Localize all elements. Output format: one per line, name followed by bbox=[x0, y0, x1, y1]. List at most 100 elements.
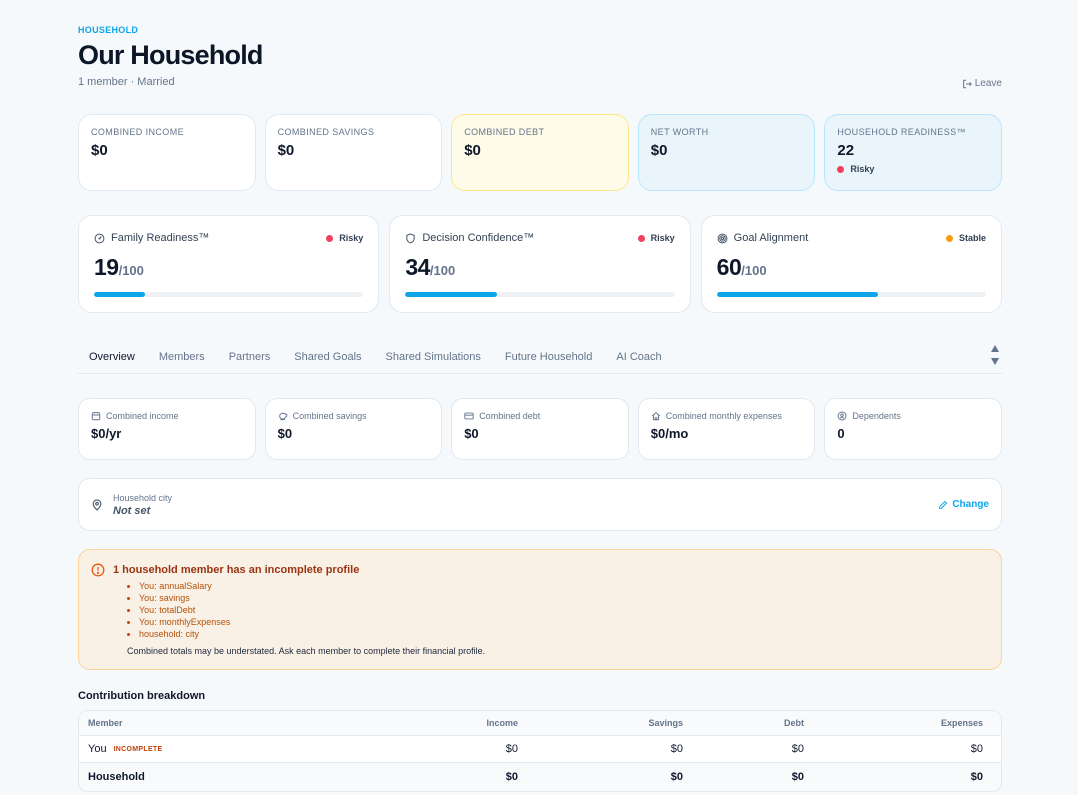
scroll-down-icon[interactable] bbox=[991, 358, 999, 365]
score-max: /100 bbox=[118, 263, 144, 278]
leave-button[interactable]: Leave bbox=[962, 78, 1002, 89]
page-eyebrow: HOUSEHOLD bbox=[78, 25, 139, 35]
change-city-button[interactable]: Change bbox=[938, 499, 989, 510]
calendar-icon bbox=[91, 411, 101, 421]
score-progress-fill bbox=[94, 292, 146, 297]
status-badge: Risky bbox=[837, 164, 989, 174]
stat-dependents: Dependents 0 bbox=[824, 398, 1002, 460]
column-header: Savings bbox=[648, 718, 683, 728]
change-label: Change bbox=[952, 499, 989, 510]
readiness-icon bbox=[94, 233, 105, 243]
savings-cell: $0 bbox=[670, 743, 683, 755]
tab-ai-coach[interactable]: AI Coach bbox=[616, 351, 662, 363]
contribution-table: Member Income Savings Debt Expenses You … bbox=[78, 710, 1002, 792]
column-header: Income bbox=[486, 718, 518, 728]
incomplete-profile-alert: 1 household member has an incomplete pro… bbox=[78, 549, 1002, 670]
tab-scroll-controls bbox=[991, 345, 1002, 365]
city-label: Household city bbox=[113, 492, 173, 503]
status-badge: Stable bbox=[945, 233, 986, 243]
column-header: Debt bbox=[784, 718, 804, 728]
stat-label: Combined income bbox=[106, 411, 179, 421]
score-row: Family Readiness™ Risky 19 /100 Decision… bbox=[78, 215, 1002, 313]
status-badge: Risky bbox=[637, 233, 675, 243]
household-city-card: Household city Not set Change bbox=[78, 478, 1002, 531]
kpi-value: $0 bbox=[91, 142, 108, 159]
home-icon bbox=[651, 412, 660, 421]
income-cell: $0 bbox=[505, 743, 518, 755]
stat-combined-savings: Combined savings $0 bbox=[264, 398, 443, 460]
score-name: Decision Confidence™ bbox=[422, 232, 535, 244]
kpi-household-readiness: HOUSEHOLD READINESS™ 22 Risky bbox=[824, 114, 1002, 191]
status-label: Risky bbox=[850, 164, 875, 174]
savings-cell: $0 bbox=[670, 771, 683, 783]
alert-circle-icon bbox=[91, 563, 105, 577]
kpi-value: $0 bbox=[277, 142, 295, 159]
status-dot bbox=[637, 234, 645, 242]
tab-overview[interactable]: Overview bbox=[89, 351, 135, 363]
stat-label: Combined debt bbox=[479, 411, 541, 421]
list-item: household: city bbox=[139, 628, 989, 640]
column-header: Member bbox=[88, 718, 123, 728]
member-cell: Household bbox=[88, 771, 145, 783]
table-total-row: Household $0 $0 $0 $0 bbox=[79, 763, 1001, 791]
alert-title: 1 household member has an incomplete pro… bbox=[113, 564, 360, 576]
kpi-label: HOUSEHOLD READINESS™ bbox=[837, 127, 966, 137]
status-dot bbox=[945, 234, 953, 242]
member-cell: You INCOMPLETE bbox=[79, 743, 358, 755]
leave-label: Leave bbox=[974, 78, 1002, 89]
score-value: 34 bbox=[405, 254, 430, 280]
stat-value: $0/yr bbox=[91, 426, 122, 441]
status-label: Stable bbox=[958, 233, 986, 243]
incomplete-badge: INCOMPLETE bbox=[113, 745, 163, 753]
table-header: Member Income Savings Debt Expenses bbox=[79, 711, 1001, 736]
kpi-value: 22 bbox=[837, 142, 855, 159]
stat-value: $0 bbox=[464, 426, 479, 441]
list-item: You: annualSalary bbox=[139, 580, 989, 592]
tab-future-household[interactable]: Future Household bbox=[504, 351, 593, 363]
kpi-row: COMBINED INCOME $0 COMBINED SAVINGS $0 C… bbox=[78, 114, 1002, 191]
member-name: You bbox=[88, 743, 107, 755]
debt-cell: $0 bbox=[791, 771, 804, 783]
dependents-icon bbox=[837, 411, 847, 421]
stat-label: Combined monthly expenses bbox=[665, 411, 782, 421]
status-dot bbox=[837, 165, 845, 173]
kpi-combined-debt: COMBINED DEBT $0 bbox=[451, 114, 629, 191]
tab-members[interactable]: Members bbox=[158, 351, 205, 363]
income-cell: $0 bbox=[505, 771, 518, 783]
list-item: You: totalDebt bbox=[139, 604, 989, 616]
expenses-cell: $0 bbox=[970, 743, 983, 755]
page-title: Our Household bbox=[78, 40, 263, 70]
kpi-value: $0 bbox=[464, 142, 481, 159]
tab-partners[interactable]: Partners bbox=[228, 351, 271, 363]
score-progress-fill bbox=[716, 292, 879, 297]
status-label: Risky bbox=[339, 233, 364, 243]
status-badge: Risky bbox=[326, 233, 363, 243]
target-icon bbox=[717, 233, 728, 243]
page-subtitle: 1 member · Married bbox=[78, 76, 175, 88]
score-card-decision-confidence: Decision Confidence™ Risky 34 /100 bbox=[389, 215, 691, 313]
score-card-family-readiness: Family Readiness™ Risky 19 /100 bbox=[78, 215, 380, 313]
kpi-label: COMBINED DEBT bbox=[464, 127, 545, 137]
tab-shared-simulations[interactable]: Shared Simulations bbox=[385, 351, 481, 363]
scroll-up-icon[interactable] bbox=[991, 345, 999, 352]
expenses-cell: $0 bbox=[970, 771, 983, 783]
score-value: 60 bbox=[716, 254, 742, 280]
status-label: Risky bbox=[650, 233, 675, 243]
stat-value: $0/mo bbox=[650, 426, 689, 441]
kpi-label: COMBINED INCOME bbox=[91, 127, 185, 137]
stat-value: $0 bbox=[277, 426, 293, 441]
kpi-combined-income: COMBINED INCOME $0 bbox=[78, 114, 256, 191]
score-value: 19 bbox=[94, 254, 119, 280]
stat-combined-monthly-expenses: Combined monthly expenses $0/mo bbox=[637, 398, 816, 460]
debt-cell: $0 bbox=[791, 743, 804, 755]
tab-shared-goals[interactable]: Shared Goals bbox=[294, 351, 362, 363]
score-name: Family Readiness™ bbox=[111, 232, 210, 244]
alert-note: Combined totals may be understated. Ask … bbox=[127, 646, 486, 656]
column-header: Expenses bbox=[940, 718, 983, 728]
stat-label: Combined savings bbox=[292, 411, 367, 421]
exit-icon bbox=[962, 79, 972, 88]
section-title: Contribution breakdown bbox=[78, 690, 206, 702]
credit-card-icon bbox=[464, 412, 474, 420]
score-progress-bar bbox=[94, 292, 364, 297]
missing-fields-list: You: annualSalary You: savings You: tota… bbox=[139, 580, 989, 640]
